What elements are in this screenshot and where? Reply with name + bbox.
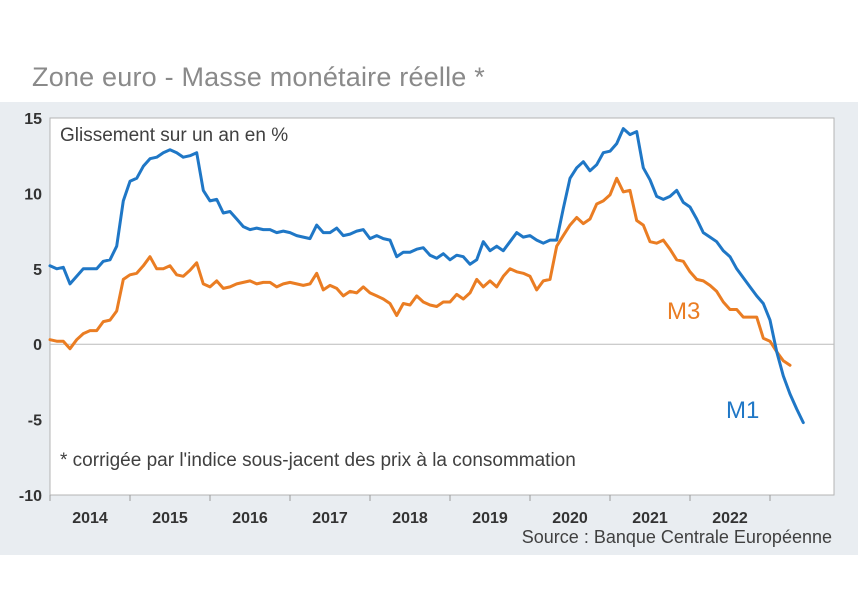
series-line-m1 xyxy=(48,127,805,425)
x-tick-label: 2016 xyxy=(232,510,268,527)
x-tick-label: 2014 xyxy=(72,510,108,527)
y-tick-label: 5 xyxy=(33,262,42,279)
x-tick-label: 2022 xyxy=(712,510,748,527)
chart-footnote: * corrigée par l'indice sous-jacent des … xyxy=(60,450,576,471)
series-line-m3 xyxy=(48,176,792,367)
series-label-m3: M3 xyxy=(667,298,700,325)
y-tick-label: 10 xyxy=(24,186,42,203)
chart-title: Zone euro - Masse monétaire réelle * xyxy=(32,62,485,92)
x-tick-label: 2015 xyxy=(152,510,188,527)
x-tick-label: 2018 xyxy=(392,510,428,527)
plot-area xyxy=(49,117,835,496)
y-tick-label: -10 xyxy=(19,488,42,505)
y-tick-label: -5 xyxy=(28,413,42,430)
y-axis-ticks: -10 -5 0 5 10 15 xyxy=(19,111,42,505)
series-lines xyxy=(48,127,805,425)
y-tick-label: 15 xyxy=(24,111,42,128)
y-tick-label: 0 xyxy=(33,337,42,354)
series-label-m1: M1 xyxy=(726,397,759,424)
x-tick-label: 2020 xyxy=(552,510,588,527)
x-tick-label: 2019 xyxy=(472,510,508,527)
source-note: Source : Banque Centrale Européenne xyxy=(521,527,832,547)
x-tick-label: 2021 xyxy=(632,510,668,527)
gridlines xyxy=(49,343,834,501)
chart-subtitle: Glissement sur un an en % xyxy=(60,125,288,146)
x-tick-label: 2017 xyxy=(312,510,348,527)
x-axis-ticks: 2014 2015 2016 2017 2018 2019 2020 2021 2022 xyxy=(72,510,748,527)
